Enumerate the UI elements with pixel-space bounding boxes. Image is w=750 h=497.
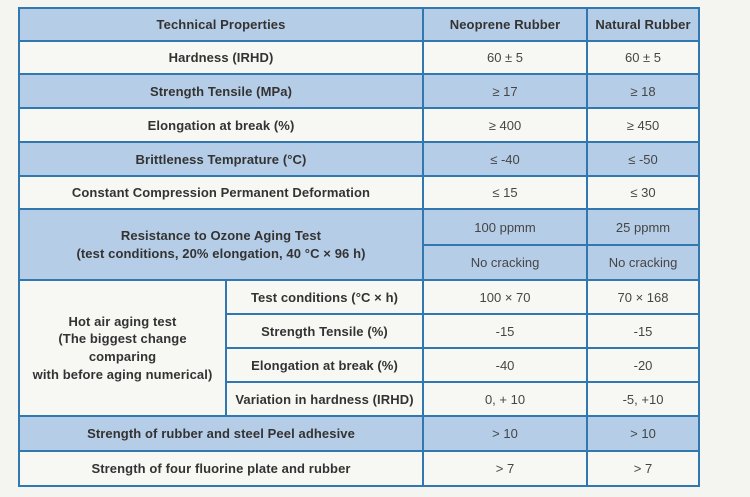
value-compression-natural: ≤ 30: [586, 175, 701, 210]
row-label-hardness: Hardness (IRHD): [17, 40, 425, 75]
row-label-hot-air-aging: Hot air aging test (The biggest change c…: [18, 279, 227, 417]
value-elongation-natural: ≥ 450: [586, 107, 701, 143]
row-elongation: Elongation at break (%) ≥ 400 ≥ 450: [17, 107, 701, 143]
row-hot-air-2: Strength Tensile (%) -15 -15: [19, 313, 701, 349]
value-test-conditions-natural: 70 × 168: [586, 279, 701, 315]
value-ozone-cracking-natural: No cracking: [586, 244, 701, 281]
sub-label-test-conditions: Test conditions (°C × h): [224, 279, 425, 315]
row-label-fluorine-plate: Strength of four fluorine plate and rubb…: [17, 450, 425, 487]
value-variation-hardness-neoprene: 0, + 10: [422, 381, 589, 417]
row-label-compression-deformation: Constant Compression Permanent Deformati…: [17, 175, 425, 210]
row-label-peel-adhesive: Strength of rubber and steel Peel adhesi…: [17, 415, 425, 452]
ozone-label-line1: Resistance to Ozone Aging Test: [120, 227, 322, 243]
hot-air-label-line2: (The biggest change comparing: [58, 331, 187, 364]
row-label-strength-tensile: Strength Tensile (MPa): [17, 73, 425, 109]
header-row: Technical Properties Neoprene Rubber Nat…: [17, 7, 701, 42]
value-elongation-pct-natural: -20: [586, 347, 701, 383]
sub-label-strength-tensile-pct: Strength Tensile (%): [224, 313, 425, 349]
value-strength-pct-natural: -15: [586, 313, 701, 349]
sub-label-elongation-pct: Elongation at break (%): [224, 347, 425, 383]
row-label-elongation: Elongation at break (%): [17, 107, 425, 143]
value-hardness-neoprene: 60 ± 5: [422, 40, 589, 75]
row-peel-adhesive: Strength of rubber and steel Peel adhesi…: [17, 415, 701, 452]
row-strength-tensile: Strength Tensile (MPa) ≥ 17 ≥ 18: [17, 73, 701, 109]
value-strength-tensile-natural: ≥ 18: [586, 73, 701, 109]
value-ozone-ppmm-natural: 25 ppmm: [586, 208, 701, 246]
hot-air-label-line1: Hot air aging test: [68, 313, 177, 329]
value-fluorine-plate-neoprene: > 7: [422, 450, 589, 487]
value-ozone-ppmm-neoprene: 100 ppmm: [422, 208, 589, 246]
sub-label-variation-hardness: Variation in hardness (IRHD): [224, 381, 425, 417]
value-test-conditions-neoprene: 100 × 70: [422, 279, 589, 315]
value-variation-hardness-natural: -5, +10: [586, 381, 701, 417]
row-fluorine-plate: Strength of four fluorine plate and rubb…: [17, 450, 701, 487]
hot-air-label-line3: with before aging numerical): [32, 366, 213, 382]
value-peel-adhesive-natural: > 10: [586, 415, 701, 452]
value-hardness-natural: 60 ± 5: [586, 40, 701, 75]
value-ozone-cracking-neoprene: No cracking: [422, 244, 589, 281]
value-elongation-pct-neoprene: -40: [422, 347, 589, 383]
ozone-label-line2: (test conditions, 20% elongation, 40 °C …: [76, 245, 366, 261]
row-label-brittleness: Brittleness Temprature (°C): [17, 141, 425, 177]
value-strength-tensile-neoprene: ≥ 17: [422, 73, 589, 109]
row-brittleness: Brittleness Temprature (°C) ≤ -40 ≤ -50: [17, 141, 701, 177]
header-neoprene-rubber: Neoprene Rubber: [422, 7, 589, 42]
row-compression-deformation: Constant Compression Permanent Deformati…: [17, 175, 701, 210]
row-hot-air-3: Elongation at break (%) -40 -20: [19, 347, 701, 383]
value-fluorine-plate-natural: > 7: [586, 450, 701, 487]
row-ozone-2: No cracking No cracking: [19, 244, 701, 281]
value-peel-adhesive-neoprene: > 10: [422, 415, 589, 452]
value-strength-pct-neoprene: -15: [422, 313, 589, 349]
row-hot-air-1: Hot air aging test (The biggest change c…: [18, 279, 701, 417]
technical-properties-table: Technical Properties Neoprene Rubber Nat…: [17, 7, 701, 487]
row-ozone-1: Resistance to Ozone Aging Test (test con…: [17, 208, 701, 281]
header-technical-properties: Technical Properties: [17, 7, 425, 42]
header-natural-rubber: Natural Rubber: [586, 7, 701, 42]
row-label-ozone-test: Resistance to Ozone Aging Test (test con…: [17, 208, 425, 281]
row-hardness: Hardness (IRHD) 60 ± 5 60 ± 5: [17, 40, 701, 75]
value-elongation-neoprene: ≥ 400: [422, 107, 589, 143]
value-brittleness-neoprene: ≤ -40: [422, 141, 589, 177]
row-hot-air-4: Variation in hardness (IRHD) 0, + 10 -5,…: [19, 381, 701, 417]
value-compression-neoprene: ≤ 15: [422, 175, 589, 210]
value-brittleness-natural: ≤ -50: [586, 141, 701, 177]
